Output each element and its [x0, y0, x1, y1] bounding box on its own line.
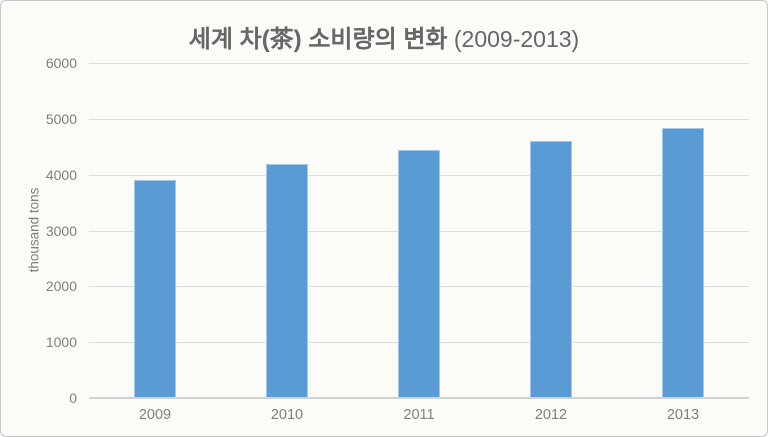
bar-slot-2012 [485, 63, 617, 398]
chart-title-main: 세계 차(茶) 소비량의 변화 [188, 26, 448, 53]
x-axis-line [89, 397, 749, 399]
bar-series [89, 63, 749, 398]
y-tick-label-6000: 6000 [45, 55, 77, 71]
bar-2010 [266, 164, 308, 398]
x-tick-label-2010: 2010 [270, 407, 304, 423]
x-axis-tick-labels: 2009 2010 2011 2012 2013 [89, 407, 749, 423]
bar-slot-2013 [617, 63, 749, 398]
chart-title: 세계 차(茶) 소비량의 변화 (2009-2013) [1, 19, 767, 54]
bar-slot-2010 [221, 63, 353, 398]
x-tick-label-2011: 2011 [403, 407, 435, 423]
y-tick-label-2000: 2000 [45, 278, 77, 295]
y-tick-label-3000: 3000 [45, 222, 77, 239]
bar-2013 [662, 127, 704, 398]
bar-2011 [398, 150, 440, 398]
y-tick-label-4000: 4000 [45, 166, 77, 183]
gridline-6000 [89, 63, 749, 64]
y-tick-label-5000: 5000 [45, 110, 77, 127]
gridline-5000 [89, 118, 749, 120]
x-tick-label-2012: 2012 [534, 407, 568, 423]
bar-2009 [134, 180, 176, 398]
chart-title-suffix: (2009-2013) [447, 26, 580, 52]
x-tick-label-2009: 2009 [138, 407, 172, 423]
bar-2012 [530, 140, 572, 398]
y-tick-label-1000: 1000 [45, 334, 77, 351]
y-tick-label-0: 0 [69, 390, 77, 406]
bar-slot-2011 [353, 63, 485, 398]
bar-slot-2009 [89, 63, 221, 398]
plot-area [89, 63, 749, 399]
x-tick-label-2013: 2013 [666, 407, 700, 423]
